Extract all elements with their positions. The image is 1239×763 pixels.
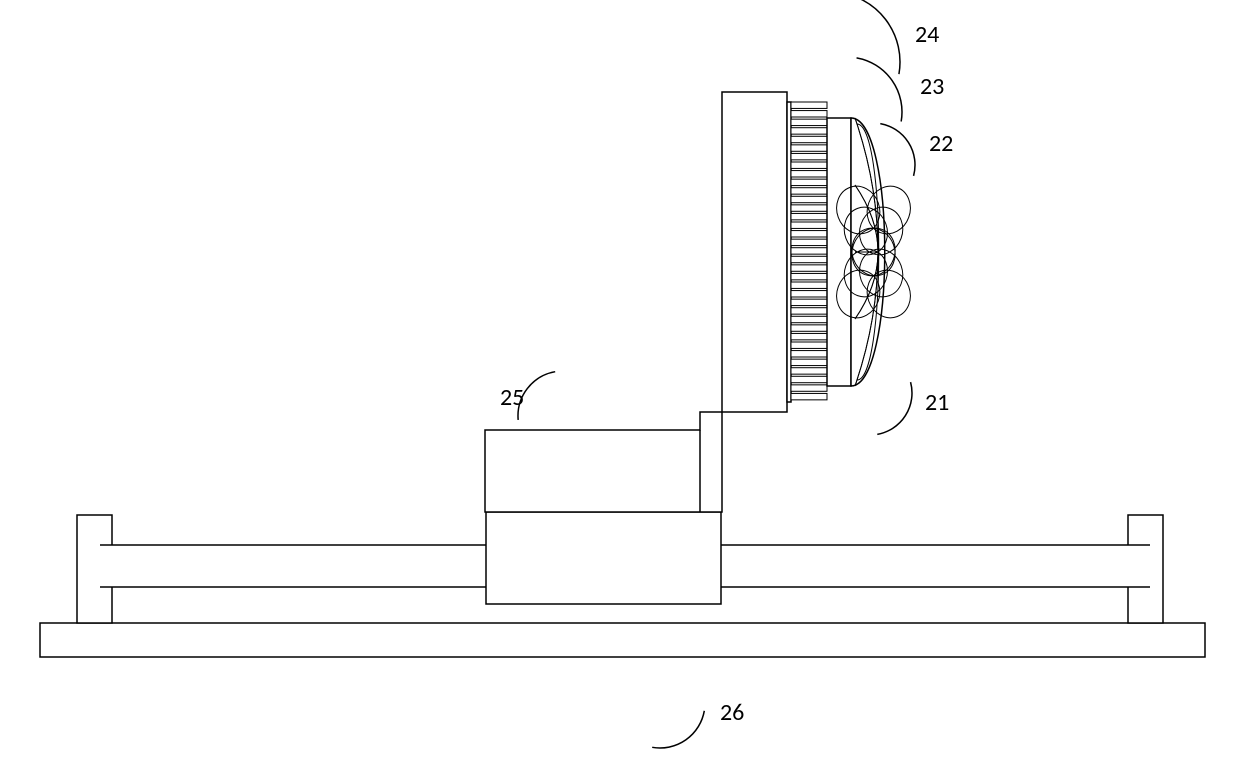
fan-frame-21 <box>827 118 851 386</box>
leader-22 <box>880 124 915 176</box>
l-bracket-25 <box>485 412 722 512</box>
callout-label-22: 22 <box>929 129 953 158</box>
leader-24 <box>836 0 900 74</box>
base-plate-26 <box>40 623 1205 657</box>
carriage-block <box>486 512 721 604</box>
callout-label-21: 21 <box>925 388 949 417</box>
leader-23 <box>857 58 902 122</box>
shapes-layer <box>40 92 1205 657</box>
callout-label-24: 24 <box>915 20 939 49</box>
callout-label-26: 26 <box>720 698 744 727</box>
heatsink-23 <box>787 102 827 402</box>
callout-label-23: 23 <box>920 72 944 101</box>
support-plate-24 <box>722 92 787 412</box>
callout-label-25: 25 <box>500 383 524 412</box>
leader-21 <box>877 382 912 434</box>
diagram-svg: 24 23 22 21 25 26 <box>0 0 1239 763</box>
leader-26 <box>652 711 704 748</box>
